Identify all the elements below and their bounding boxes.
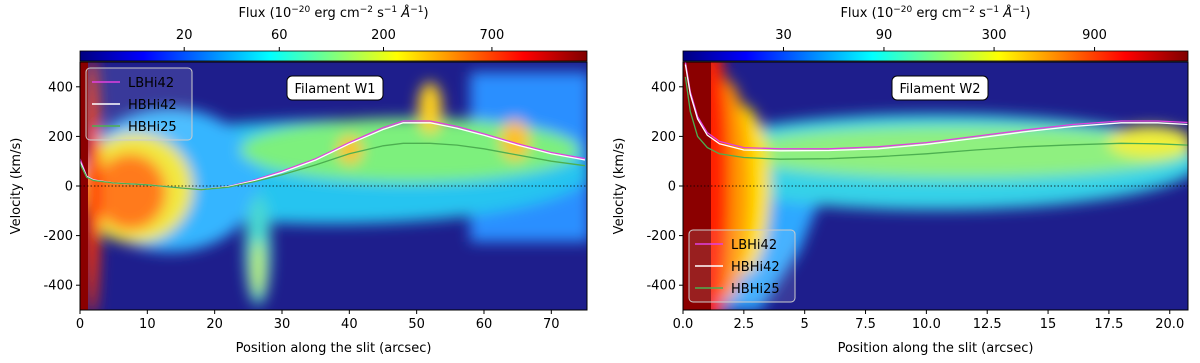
y-tick-label: 400 [651,80,676,95]
x-tick-label: 0 [76,317,84,332]
series-line [80,142,586,191]
y-tick-label: 400 [48,80,73,95]
colorbar-label-part: erg cm [912,6,961,21]
colorbar-label-part: Å [999,5,1012,21]
x-tick-label: 20.0 [1155,317,1184,332]
colorbar [682,50,1189,62]
colorbar [79,50,588,62]
colorbar-label-part: Flux (10 [238,6,291,21]
series-line [684,64,1188,152]
y-tick-label: 0 [668,180,676,195]
colorbar-tick-label: 300 [982,28,1007,43]
colorbar-label-part: s [975,6,986,21]
x-tick-label: 2.5 [733,317,754,332]
x-axis-label: Position along the slit (arcsec) [838,341,1034,356]
x-tick-label: 7.5 [855,317,876,332]
legend-box [688,229,796,303]
x-tick-label: 10.0 [912,317,941,332]
legend-label: LBHi42 [128,76,174,91]
colorbar-label-part: −2 [360,5,373,15]
annotation: Filament W1 [295,82,376,97]
colorbar-label: Flux (10−20 erg cm−2 s−1 Å−1) [840,5,1030,21]
colorbar-label-part: −1 [1012,5,1025,15]
x-tick-label: 50 [408,317,425,332]
y-tick-label: -400 [43,279,73,294]
colorbar-tick-label: 30 [775,28,792,43]
series-line [684,76,1188,160]
y-axis-label: Velocity (km/s) [612,138,627,235]
colorbar-label-part: −20 [893,5,912,15]
y-tick-label: 200 [651,130,676,145]
x-tick-label: 17.5 [1094,317,1123,332]
annotation-box [891,75,989,101]
colorbar-label-part: −1 [384,5,397,15]
annotation: Filament W2 [900,82,981,97]
x-axis-label: Position along the slit (arcsec) [236,341,432,356]
colorbar-label: Flux (10−20 erg cm−2 s−1 Å−1) [238,5,428,21]
y-tick-label: -200 [43,229,73,244]
colorbar-label-part: −20 [291,5,310,15]
colorbar-tick-label: 900 [1082,28,1107,43]
legend-box [85,67,193,141]
y-axis-label: Velocity (km/s) [9,138,24,235]
colorbar-label-part: −1 [410,5,423,15]
x-tick-label: 12.5 [973,317,1002,332]
x-tick-label: 0.0 [673,317,694,332]
x-tick-label: 20 [206,317,223,332]
x-tick-label: 70 [543,317,560,332]
series-line [684,62,1188,150]
annotation-box [286,75,384,101]
colorbar-label-part: −1 [986,5,999,15]
colorbar-label-part: erg cm [310,6,359,21]
colorbar-tick-label: 90 [876,28,893,43]
y-tick-label: 0 [65,180,73,195]
colorbar-label-part: ) [1025,6,1030,21]
legend-label: LBHi42 [731,238,777,253]
y-tick-label: 200 [48,130,73,145]
legend-label: HBHi25 [731,282,780,297]
x-tick-label: 5 [801,317,809,332]
colorbar-label-part: Flux (10 [840,6,893,21]
colorbar-tick-label: 700 [480,28,505,43]
colorbar-label-part: ) [423,6,428,21]
x-tick-label: 60 [476,317,493,332]
colorbar-label-part: s [373,6,384,21]
y-tick-label: -200 [646,229,676,244]
legend-label: HBHi42 [731,260,780,275]
y-tick-label: -400 [646,279,676,294]
colorbar-tick-label: 20 [176,28,193,43]
colorbar-tick-label: 200 [371,28,396,43]
legend-label: HBHi25 [128,120,177,135]
x-tick-label: 40 [341,317,358,332]
x-tick-label: 15 [1040,317,1057,332]
x-tick-label: 30 [274,317,291,332]
x-tick-label: 10 [139,317,156,332]
colorbar-label-part: Å [397,5,410,21]
colorbar-label-part: −2 [962,5,975,15]
legend-label: HBHi42 [128,98,177,113]
colorbar-tick-label: 60 [271,28,288,43]
